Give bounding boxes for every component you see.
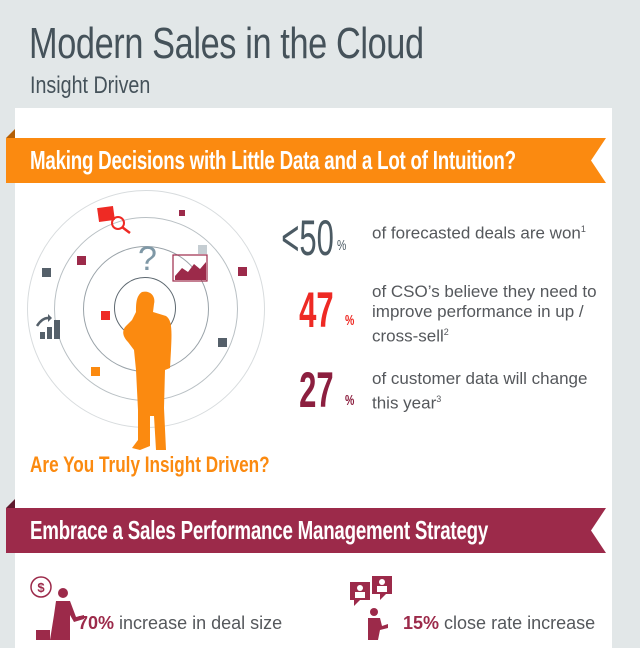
stat-number: 27 bbox=[299, 362, 334, 418]
dot-square bbox=[101, 311, 110, 320]
stat-text: of customer data will change this year3 bbox=[372, 369, 588, 413]
section1-banner bbox=[6, 138, 606, 183]
dot-square bbox=[218, 338, 227, 347]
dot-square bbox=[179, 210, 185, 216]
area-chart-icon bbox=[172, 254, 208, 282]
stat-close-rate: 15% close rate increase bbox=[403, 613, 596, 633]
svg-text:$: $ bbox=[37, 580, 45, 595]
chat-people-icon bbox=[350, 576, 392, 640]
dot-square bbox=[42, 268, 51, 277]
stat-number: 47 bbox=[299, 282, 334, 338]
org-chart-magnifier-icon bbox=[97, 205, 131, 234]
stat-unit: % bbox=[345, 392, 355, 409]
page-title: Modern Sales in the Cloud bbox=[29, 19, 424, 68]
stat-text: of forecasted deals are won1 bbox=[372, 223, 586, 243]
dot-square bbox=[238, 267, 247, 276]
stat-text: of CSO’s believe they need to improve pe… bbox=[372, 282, 597, 346]
dot-square bbox=[77, 256, 86, 265]
question-mark: ? bbox=[138, 240, 157, 278]
ribbon-fold-maroon bbox=[6, 499, 15, 508]
stat-unit: % bbox=[337, 237, 347, 254]
ribbon-fold-orange bbox=[6, 129, 15, 138]
section2-banner-text: Embrace a Sales Performance Management S… bbox=[30, 515, 489, 545]
stat-number: <50 bbox=[281, 210, 334, 266]
call-to-action: Are You Truly Insight Driven? bbox=[30, 452, 270, 477]
businessman-dollar-icon: $ bbox=[30, 576, 84, 640]
rising-bar-chart-icon bbox=[36, 314, 60, 339]
stat-unit: % bbox=[345, 312, 355, 329]
thinking-man-silhouette bbox=[123, 291, 172, 450]
dot-square bbox=[91, 367, 100, 376]
page-subtitle: Insight Driven bbox=[30, 72, 151, 99]
dot-square bbox=[198, 245, 207, 254]
section2-banner bbox=[6, 508, 606, 553]
stat-deal-size: 70% increase in deal size bbox=[78, 613, 283, 633]
section1-banner-text: Making Decisions with Little Data and a … bbox=[30, 145, 516, 175]
